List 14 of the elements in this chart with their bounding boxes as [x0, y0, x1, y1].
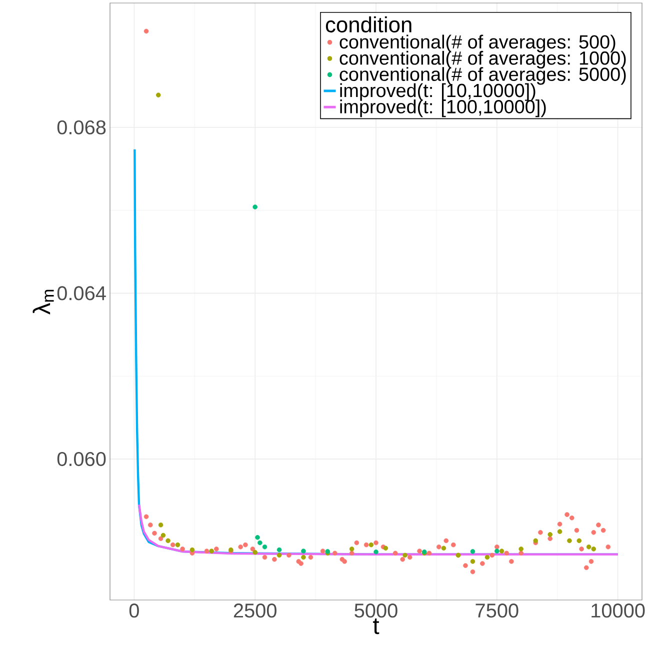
x-axis-title: t	[373, 618, 380, 634]
x-tick-label: 2500	[234, 604, 276, 618]
legend-title: condition	[326, 16, 412, 32]
x-tick-label: 0	[129, 604, 139, 618]
legend-label: improved(t: [100,10000])	[340, 99, 546, 118]
y-tick-label: 0.060	[57, 452, 106, 466]
y-tick-label: 0.068	[57, 120, 106, 134]
legend-label: improved(t: [10,10000])	[340, 83, 536, 101]
x-tick-label: 5000	[354, 604, 398, 618]
x-tick-label: 10000	[592, 604, 645, 618]
legend-label: conventional(# of averages: 5000)	[340, 67, 626, 85]
x-tick-label: 7500	[476, 604, 518, 618]
y-tick-label: 0.064	[57, 286, 106, 300]
y-axis-title: λ$_{m}$	[32, 290, 54, 315]
